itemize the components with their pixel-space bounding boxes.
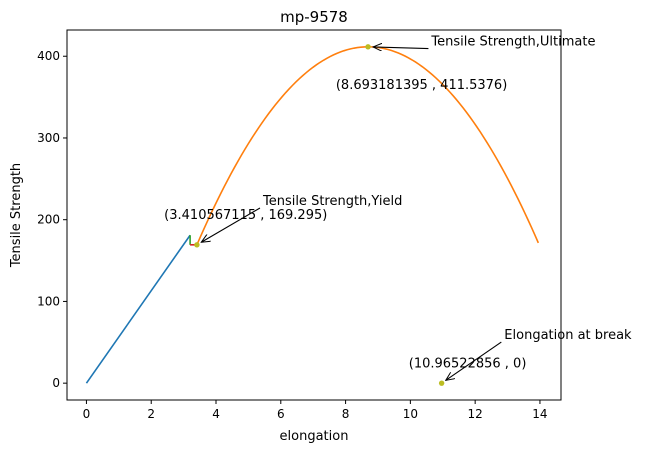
data-point-marker-3: [438, 380, 445, 386]
annotation-arrow-1: [201, 207, 261, 242]
chart-title: mp-9578: [280, 8, 348, 26]
plot-frame: [66, 29, 562, 401]
x-tick-label: 2: [147, 407, 155, 421]
annotation-label-3: Elongation at break: [504, 328, 632, 343]
annotations: Tensile Strength,Yield(3.410567115 , 169…: [164, 35, 632, 381]
data-point-marker-1: [194, 242, 200, 248]
x-tick-label: 12: [468, 407, 483, 421]
x-tick-label: 6: [277, 407, 285, 421]
y-tick-label: 0: [52, 376, 60, 390]
annotation-arrow-2: [373, 47, 429, 49]
series-line-elastic: [85, 234, 191, 384]
x-tick-label: 8: [342, 407, 350, 421]
y-axis-label: Tensile Strength: [9, 163, 24, 268]
annotation-coord-2: (8.693181395 , 411.5376): [336, 78, 507, 93]
x-tick-label: 0: [83, 407, 91, 421]
y-tick-label: 400: [37, 49, 60, 63]
x-tick-label: 10: [403, 407, 418, 421]
annotation-coord-3: (10.96522856 , 0): [409, 357, 527, 372]
y-tick-label: 100: [37, 294, 60, 308]
y-tick-label: 300: [37, 131, 60, 145]
annotation-label-2: Tensile Strength,Ultimate: [430, 35, 595, 50]
annotation-arrow-3: [446, 341, 502, 380]
data-point-marker-2: [365, 44, 371, 50]
x-axis-label: elongation: [280, 429, 349, 444]
annotation-coord-1: (3.410567115 , 169.295): [164, 208, 327, 223]
annotation-label-1: Tensile Strength,Yield: [262, 194, 402, 209]
x-tick-label: 14: [532, 407, 547, 421]
x-tick-label: 4: [212, 407, 220, 421]
plot-content: [85, 44, 540, 386]
axes: 0 2 4 6 8 10 12 14 0 100 200 300 400: [37, 29, 562, 421]
y-tick-label: 200: [37, 213, 60, 227]
